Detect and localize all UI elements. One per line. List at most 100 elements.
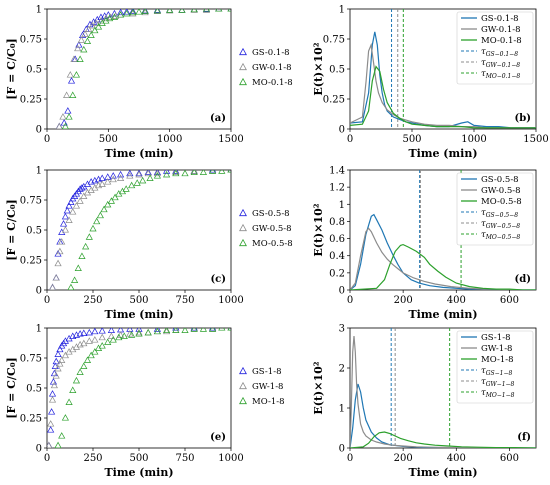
data-point [64, 107, 72, 114]
data-point [61, 122, 69, 129]
plot-frame [46, 8, 232, 130]
data-point [172, 328, 180, 333]
legend-entry: τMO−0.1−8 [481, 69, 520, 80]
data-point [91, 26, 99, 34]
y-tick-label: 0.5 [26, 384, 42, 395]
data-point [80, 362, 88, 369]
y-tick-label: 1 [339, 404, 345, 415]
data-point [209, 170, 217, 174]
legend-entry: GW-0.5-8 [252, 224, 292, 234]
data-point [49, 283, 57, 290]
panel-f: 0 200 400 600 0 1 2 3 Time (min) E(t)×10² (f) GS-1-… [312, 324, 537, 479]
data-point [146, 174, 154, 181]
data-point [166, 9, 174, 13]
y-tick-label: 0 [339, 444, 345, 455]
legend-entry: MO-0.5-8 [252, 239, 293, 249]
data-point [135, 170, 143, 178]
data-point [93, 217, 101, 225]
data-point [141, 9, 149, 16]
legend-entry: τGS−0.1−8 [481, 47, 518, 58]
plot-frame [46, 169, 232, 291]
data-point [96, 211, 104, 219]
legend-entry: MO-0.1-8 [481, 36, 522, 46]
y-tick-label: 0.75 [20, 354, 42, 365]
data-point [144, 328, 152, 336]
y-tick-label: 1.2 [329, 183, 345, 194]
panel-a: 0 500 1000 1500 0 0.25 0.5 0.75 1 Time (min) [F = … [5, 5, 293, 161]
data-point [72, 71, 81, 78]
x-tick-label: 400 [447, 453, 466, 464]
x-tick-label: 0 [347, 295, 353, 306]
y-tick-label: 1 [36, 5, 42, 16]
data-point [215, 9, 223, 12]
data-point [181, 170, 189, 177]
data-point [128, 331, 136, 338]
data-point [135, 330, 143, 337]
y-tick-label: 1 [339, 5, 345, 16]
data-point [139, 176, 147, 184]
data-point [65, 113, 73, 120]
legend-entry: MO-1-8 [252, 397, 285, 407]
data-point [76, 197, 84, 204]
data-point [181, 328, 189, 333]
y-axis-label: E(t)×10² [312, 203, 325, 256]
legend-entry: τGS−1−8 [481, 366, 512, 377]
data-point [59, 113, 67, 120]
legend-entry: τGS−0.5−8 [481, 208, 518, 219]
y-axis-label: [F = C/C₀] [5, 38, 18, 99]
data-point [135, 170, 143, 177]
data-point [65, 398, 73, 405]
data-point [52, 274, 60, 281]
data-point [172, 170, 180, 177]
y-tick-label: 0 [339, 125, 345, 136]
x-axis-label: Time (min) [104, 466, 173, 479]
x-tick-label: 0 [44, 295, 50, 306]
data-point [69, 208, 77, 215]
data-point [82, 242, 90, 250]
data-point [72, 202, 81, 209]
x-axis-label: Time (min) [104, 147, 173, 160]
data-point [135, 328, 143, 336]
x-tick-label: 1000 [218, 453, 243, 464]
y-tick-label: 0 [36, 286, 42, 297]
data-point [52, 372, 60, 379]
legend-entry: GW-0.1-8 [252, 63, 292, 73]
y-tick-label: 0.8 [329, 217, 345, 228]
data-point [78, 252, 86, 259]
plot-area [350, 9, 536, 129]
data-point [66, 71, 74, 78]
data-point [98, 333, 106, 341]
data-point [163, 170, 171, 174]
legend-entry: τGW−0.5−8 [481, 219, 520, 230]
y-tick-label: 0.25 [20, 256, 42, 267]
y-tick-label: 0.5 [26, 65, 42, 76]
data-point [199, 170, 207, 175]
data-point [76, 55, 84, 62]
data-point [105, 14, 114, 22]
data-point [104, 178, 112, 185]
legend-entry: GS-1-8 [252, 367, 281, 377]
y-tick-label: 0 [36, 444, 42, 455]
data-point [61, 212, 69, 220]
plot-area [47, 328, 231, 448]
data-point [91, 348, 99, 355]
panel-c: 0 250 500 750 1000 0 0.25 0.5 0.75 1 Time (min) [F … [5, 166, 293, 322]
data-point [85, 233, 93, 240]
data-point [153, 328, 161, 332]
x-tick-label: 0 [347, 134, 353, 145]
y-tick-label: 1 [339, 200, 345, 211]
data-point [117, 328, 125, 333]
data-point [87, 351, 95, 359]
data-point [115, 333, 123, 341]
data-point [172, 170, 180, 175]
legend-marker [239, 366, 247, 375]
data-point [100, 205, 108, 213]
data-point [54, 259, 62, 267]
legend-entry: τGW−1−8 [481, 377, 515, 388]
data-point [74, 44, 82, 52]
data-point [163, 328, 171, 335]
data-point [80, 339, 88, 347]
data-point [153, 172, 161, 179]
panel-label: (d) [515, 274, 531, 285]
data-point [61, 226, 69, 233]
